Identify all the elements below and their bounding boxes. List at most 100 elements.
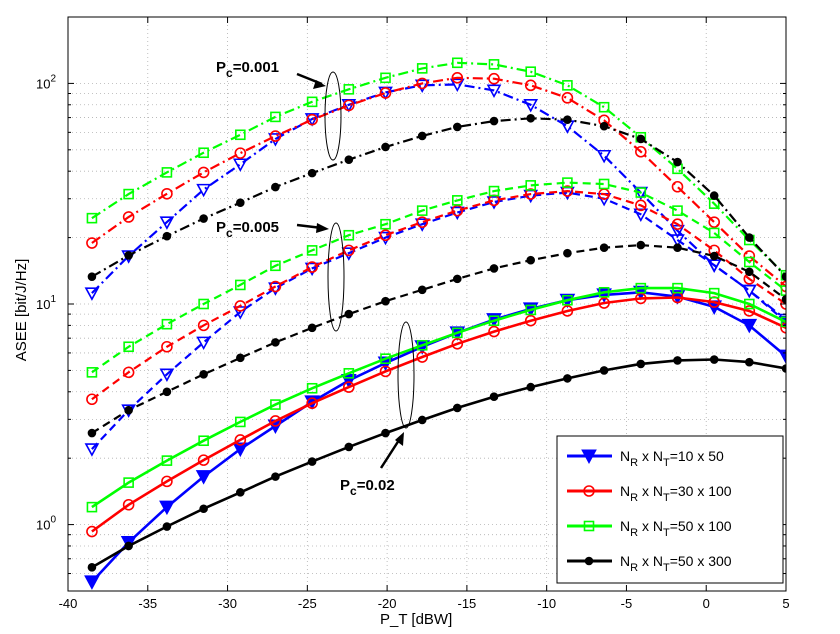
data-point	[379, 365, 392, 378]
y-tick-label: 100	[36, 515, 56, 533]
data-point	[343, 381, 355, 393]
pc-0.001-ellipse	[324, 71, 342, 161]
data-point	[417, 285, 427, 295]
data-point	[199, 370, 208, 379]
data-point	[234, 147, 247, 159]
data-point	[123, 341, 134, 353]
data-point	[453, 122, 462, 132]
data-point	[306, 261, 318, 273]
x-tick-label: -40	[59, 596, 78, 611]
x-axis-label: P_T [dBW]	[380, 611, 452, 628]
group-pc-0.005	[84, 177, 786, 457]
x-tick-label: -5	[621, 596, 633, 611]
legend-marker	[583, 485, 595, 497]
data-point	[161, 187, 173, 200]
legend-label: NR x NT=10 x 50	[620, 448, 724, 469]
data-point	[709, 251, 719, 261]
annotation-layer: Pc=0.001 Pc=0.005 Pc=0.02	[216, 59, 415, 498]
data-point	[306, 245, 318, 256]
data-point	[86, 367, 98, 378]
data-point	[379, 229, 392, 242]
data-point	[270, 111, 281, 123]
data-point	[488, 315, 500, 327]
data-point	[87, 272, 97, 281]
data-point	[235, 416, 246, 428]
data-point	[162, 522, 172, 531]
data-point	[489, 392, 499, 401]
series-line-10x50-pc-0.001	[91, 83, 786, 321]
pc-0.001-label: Pc=0.001	[216, 59, 279, 80]
data-point	[417, 131, 427, 141]
data-point	[708, 287, 720, 299]
data-point	[199, 214, 208, 223]
pc-0.001-arrowhead	[313, 80, 326, 89]
data-point	[380, 353, 391, 364]
data-point	[344, 309, 354, 319]
series-line-50x300-pc-0.02	[91, 358, 786, 569]
pc-0.005-label: Pc=0.005	[216, 219, 279, 240]
data-point	[162, 387, 172, 397]
data-point	[673, 157, 682, 167]
data-point	[672, 205, 683, 216]
data-point	[486, 84, 502, 99]
axis-ticks: -40 -35 -30 -25 -20 -15 -10 -5 0 5 100 101 102	[36, 16, 790, 611]
data-point	[414, 218, 430, 232]
data-point	[744, 256, 755, 268]
data-point	[161, 475, 173, 488]
data-point	[343, 99, 355, 112]
data-point	[124, 251, 133, 260]
data-point	[380, 72, 391, 84]
data-point	[635, 282, 647, 294]
data-point	[232, 442, 249, 458]
data-point	[198, 298, 209, 310]
data-point	[780, 285, 786, 296]
data-point	[159, 368, 175, 382]
data-point	[781, 295, 786, 304]
data-point	[197, 319, 210, 332]
data-point	[306, 382, 318, 394]
data-point	[452, 195, 463, 206]
data-point	[563, 115, 572, 124]
data-point	[306, 96, 318, 108]
data-point	[161, 167, 173, 178]
data-point	[449, 206, 465, 221]
data-point	[636, 240, 646, 250]
data-point	[161, 318, 173, 330]
legend-item: NR x NT=50 x 100	[567, 518, 732, 539]
data-point	[344, 442, 354, 452]
data-point	[670, 234, 685, 248]
data-point	[451, 72, 464, 84]
data-point	[523, 98, 539, 113]
data-point	[159, 216, 175, 230]
data-point	[236, 353, 245, 363]
data-point	[381, 296, 390, 306]
data-point	[709, 355, 719, 364]
data-point	[344, 155, 354, 164]
data-point	[453, 403, 462, 413]
data-point	[381, 428, 390, 438]
data-point	[236, 198, 245, 207]
data-point	[561, 185, 574, 197]
data-point	[525, 304, 537, 316]
x-tick-label: -25	[298, 596, 317, 611]
series-line-50x100-pc-0.005	[91, 181, 786, 374]
data-point	[780, 269, 786, 281]
data-point	[486, 196, 502, 210]
data-point	[708, 227, 720, 239]
data-point	[524, 314, 537, 327]
data-point	[671, 180, 684, 193]
x-tick-label: -10	[537, 596, 556, 611]
data-point	[86, 501, 98, 513]
data-point	[269, 130, 282, 142]
data-point	[708, 216, 721, 228]
data-point	[271, 472, 280, 481]
data-point	[343, 244, 355, 257]
series-line-30x100-pc-0.001	[91, 76, 786, 288]
data-point	[343, 368, 355, 379]
data-point	[563, 248, 572, 258]
data-point	[562, 80, 573, 91]
pc-0.005-ellipse	[327, 222, 345, 332]
data-point	[563, 374, 572, 383]
data-point	[123, 477, 134, 488]
data-point	[162, 231, 172, 241]
